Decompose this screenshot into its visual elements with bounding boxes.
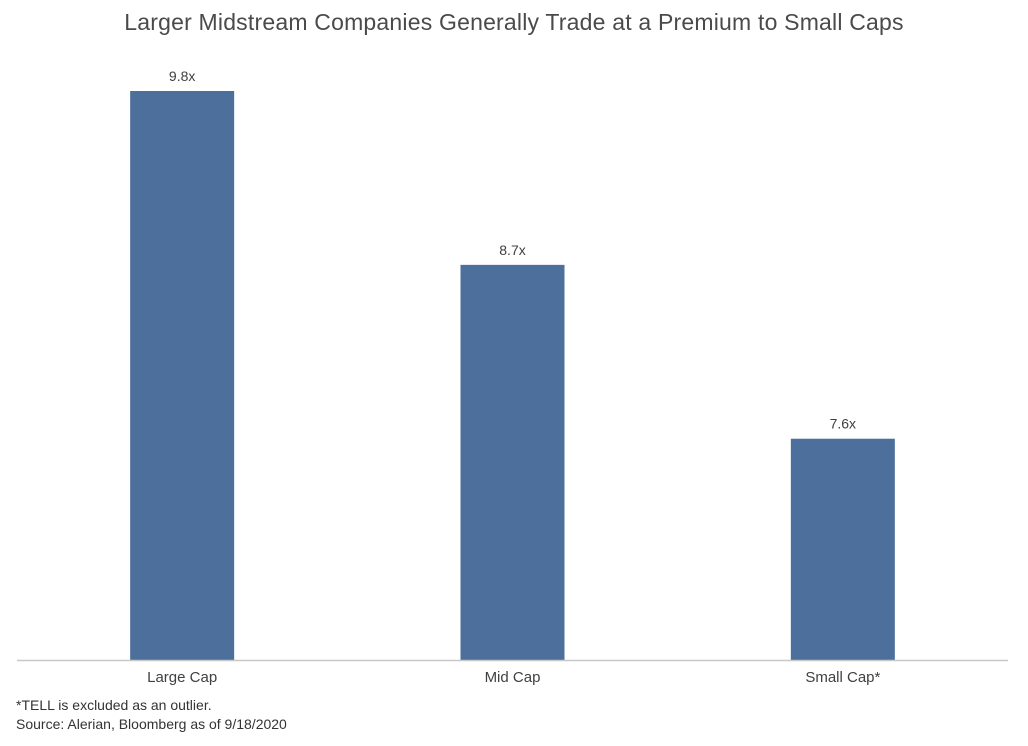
- data-label: 8.7x: [499, 242, 525, 258]
- data-label: 9.8x: [169, 68, 195, 84]
- x-tick-label: Large Cap: [147, 669, 217, 686]
- chart-title: Larger Midstream Companies Generally Tra…: [124, 9, 904, 35]
- footnote-source: Source: Alerian, Bloomberg as of 9/18/20…: [16, 716, 287, 732]
- data-label: 7.6x: [830, 416, 856, 432]
- footnote-outlier: *TELL is excluded as an outlier.: [16, 697, 212, 713]
- x-tick-label: Small Cap*: [805, 669, 880, 686]
- bar-small-cap: [790, 438, 895, 660]
- bar-large-cap: [130, 91, 235, 660]
- bar-mid-cap: [460, 264, 565, 660]
- x-tick-label: Mid Cap: [485, 669, 541, 686]
